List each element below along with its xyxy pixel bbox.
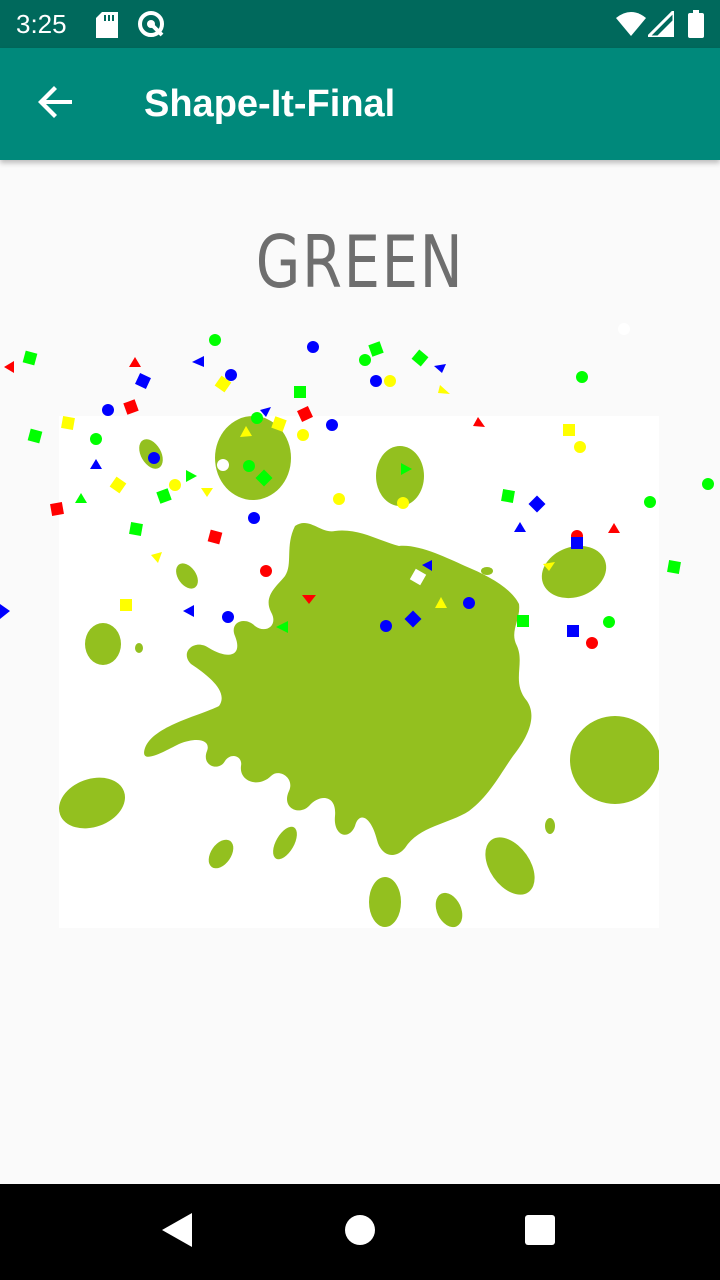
nav-home-icon [344, 1214, 376, 1250]
nav-recents-button[interactable] [508, 1200, 572, 1264]
nav-back-button[interactable] [146, 1200, 210, 1264]
system-navigation-bar [0, 1184, 720, 1280]
sd-card-icon [96, 12, 118, 42]
nav-back-icon [162, 1213, 194, 1251]
app-bar: Shape-It-Final [0, 48, 720, 160]
paint-splat-card[interactable] [59, 416, 660, 928]
app-title: Shape-It-Final [144, 83, 396, 125]
status-bar: 3:25 [0, 0, 720, 48]
wifi-icon [616, 12, 646, 40]
target-color-word: GREEN [255, 220, 465, 304]
battery-icon [688, 10, 704, 42]
nav-home-button[interactable] [328, 1200, 392, 1264]
arrow-back-icon [38, 84, 74, 124]
back-button[interactable] [24, 72, 88, 136]
cell-signal-icon [644, 7, 676, 41]
green-splat-image [59, 416, 660, 928]
game-area: GREEN [0, 160, 720, 1184]
status-time: 3:25 [16, 9, 67, 39]
nav-recents-icon [525, 1215, 555, 1249]
data-saver-icon [136, 9, 166, 43]
